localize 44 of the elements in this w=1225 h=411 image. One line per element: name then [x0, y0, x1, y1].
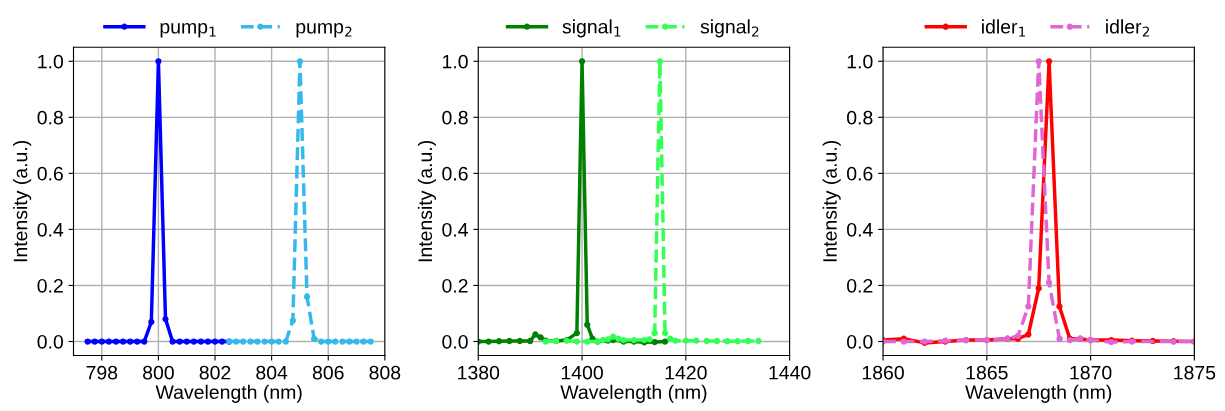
- y-axis-title: Intensity (a.u.): [417, 140, 436, 262]
- y-tick-label: 0.6: [847, 166, 873, 181]
- legend-label: idler$_{1}$: [982, 19, 1026, 37]
- y-tick-label: 0.8: [442, 110, 468, 125]
- x-tick-label: 802: [199, 365, 231, 380]
- y-tick-label: 0.0: [847, 334, 873, 349]
- x-tick-label: 808: [369, 365, 401, 380]
- y-tick-label: 1.0: [442, 54, 468, 69]
- x-tick-label: 1400: [561, 365, 603, 380]
- y-tick-label: 0.2: [37, 278, 63, 293]
- y-tick-label: 1.0: [847, 54, 873, 69]
- legend-label: idler$_{2}$: [1106, 19, 1150, 37]
- legend-label: signal$_{1}$: [562, 19, 621, 38]
- x-tick-label: 1870: [1070, 365, 1112, 380]
- x-axis-title: Wavelength (nm): [560, 384, 707, 403]
- y-tick-label: 0.2: [847, 278, 873, 293]
- x-tick-label: 1380: [458, 365, 500, 380]
- y-tick-label: 0.0: [442, 334, 468, 349]
- y-axis-title: Intensity (a.u.): [13, 140, 32, 262]
- x-axis-title: Wavelength (nm): [965, 384, 1112, 403]
- y-tick-label: 0.4: [847, 222, 873, 237]
- x-tick-label: 1860: [862, 365, 904, 380]
- y-tick-label: 0.8: [847, 110, 873, 125]
- x-tick-label: 1440: [769, 365, 811, 380]
- y-tick-label: 1.0: [38, 54, 64, 69]
- x-tick-label: 1875: [1174, 365, 1216, 380]
- x-tick-label: 798: [86, 365, 118, 380]
- y-tick-label: 0.0: [37, 334, 64, 349]
- y-tick-label: 0.4: [442, 222, 468, 237]
- x-tick-label: 806: [312, 365, 344, 380]
- y-axis-title: Intensity (a.u.): [822, 140, 841, 262]
- y-tick-label: 0.2: [442, 278, 468, 293]
- x-tick-label: 804: [256, 365, 288, 380]
- x-tick-label: 800: [143, 365, 174, 380]
- y-tick-label: 0.6: [37, 166, 63, 181]
- y-tick-label: 0.4: [37, 222, 64, 237]
- y-tick-label: 0.8: [37, 110, 63, 125]
- legend-label: pump$_{1}$: [160, 22, 216, 38]
- legend-label: pump$_{2}$: [296, 22, 352, 38]
- x-axis-title: Wavelength (nm): [155, 384, 302, 403]
- x-tick-label: 1420: [665, 365, 707, 380]
- x-tick-label: 1865: [966, 365, 1008, 380]
- y-tick-label: 0.6: [442, 166, 468, 181]
- legend-label: signal$_{2}$: [700, 19, 759, 38]
